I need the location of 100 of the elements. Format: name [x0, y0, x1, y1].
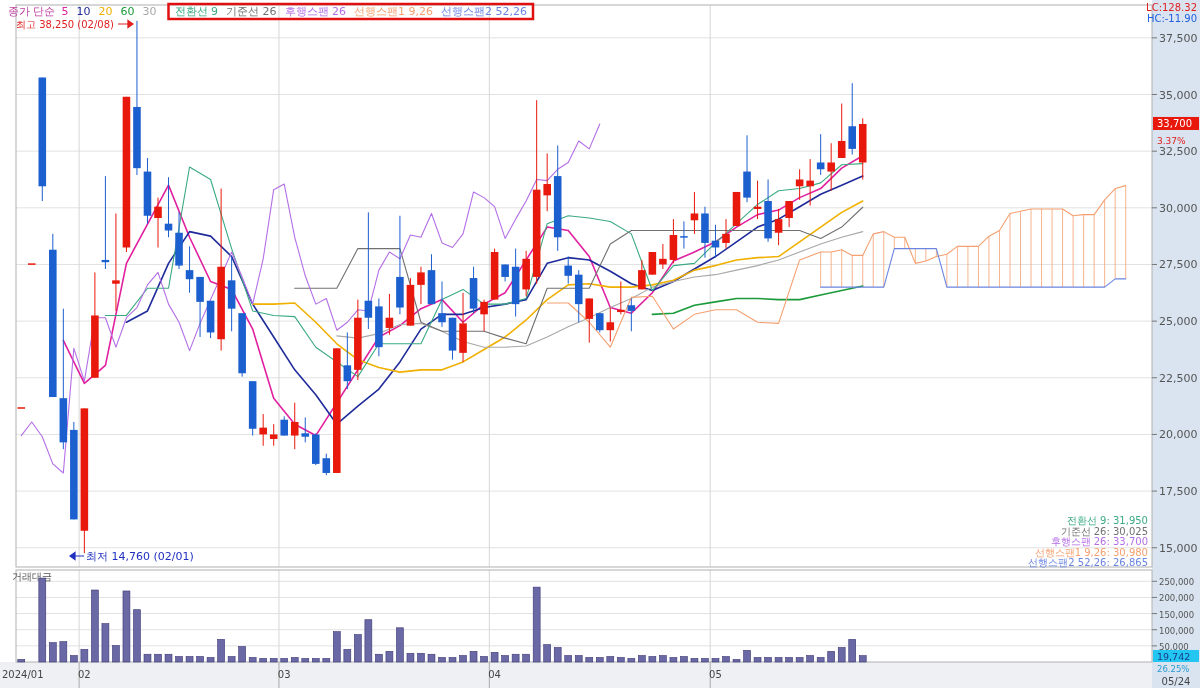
text: 33,700 [1157, 118, 1192, 130]
y-tick-label: 250,000 [1159, 577, 1195, 588]
text: 10 [76, 5, 91, 18]
bar [627, 658, 636, 663]
y-tick-label: 37,500 [1159, 31, 1198, 45]
line-series [651, 285, 864, 316]
bar [164, 653, 173, 663]
text: 30 [142, 5, 157, 18]
bar [301, 658, 310, 663]
bar [501, 655, 509, 663]
x-tick-label: 05 [709, 669, 722, 680]
x-tick-label: 04 [488, 669, 501, 680]
bar [743, 650, 751, 663]
bar [375, 653, 383, 663]
annotation: 전환선 9: 31,950 [1066, 515, 1148, 526]
bar [175, 656, 183, 663]
x-tick-label: 2024/01 [2, 669, 44, 680]
annotation: 최고 38,250 (02/08) [16, 19, 115, 30]
bar [732, 659, 741, 663]
bar [80, 649, 89, 663]
bar [417, 652, 425, 663]
bar [70, 655, 78, 663]
bar [112, 645, 120, 663]
text: 26.25% [1157, 664, 1190, 674]
bar [764, 657, 772, 663]
bar [322, 658, 331, 663]
bar [680, 656, 688, 663]
bar [427, 653, 436, 663]
bar [837, 647, 846, 663]
bar [711, 658, 720, 663]
annotation: 후행스팬 26: 33,700 [1050, 536, 1148, 547]
bar [480, 656, 488, 663]
bar [133, 609, 141, 663]
y-tick-label: 50,000 [1159, 641, 1189, 652]
y-tick-label: 25,000 [1159, 315, 1198, 329]
y-tick-label: 32,500 [1159, 145, 1198, 159]
bar [227, 656, 236, 663]
annotation: 기준선 26: 30,025 [1060, 525, 1148, 537]
bar [459, 655, 467, 663]
bar [343, 649, 352, 663]
bar [333, 631, 341, 663]
bar [364, 619, 373, 663]
bar [785, 657, 793, 663]
text: 선행스팬1 9,26 [354, 5, 433, 18]
annotation: 선행스팬2 52,26: 26,865 [1028, 557, 1148, 568]
bar [522, 653, 530, 663]
bar [543, 644, 551, 663]
bar [806, 655, 814, 663]
bar [269, 658, 278, 663]
bar [17, 659, 26, 663]
bar [511, 653, 520, 663]
bar [574, 655, 583, 663]
y-tick-label: 17,500 [1159, 485, 1198, 499]
bar [638, 655, 646, 663]
legend-title: 종가 단순 [8, 5, 56, 18]
annotation: 선행스팬1 9,26: 30,980 [1034, 546, 1148, 558]
text: 5 [61, 5, 69, 18]
y-tick-label: 150,000 [1159, 609, 1195, 620]
x-tick-label: 02 [78, 669, 91, 680]
bar [606, 656, 615, 663]
y-tick-label: 27,500 [1159, 258, 1198, 272]
bar [49, 642, 57, 663]
bar [564, 655, 572, 663]
bar [448, 657, 457, 663]
line-series [336, 231, 864, 348]
annotation: HC:-11.90 [1146, 13, 1197, 24]
y-tick-label: 20,000 [1159, 428, 1198, 442]
bar [248, 657, 257, 663]
bar [648, 656, 657, 663]
bar [217, 639, 225, 663]
x-tick-label: 03 [277, 669, 291, 680]
bar [59, 641, 68, 663]
bar [827, 651, 835, 663]
y-tick-label: 200,000 [1159, 593, 1195, 604]
y-tick-label: 100,000 [1159, 625, 1195, 636]
bar [122, 590, 131, 663]
text: 3.37% [1157, 136, 1187, 146]
text: 후행스팬 26 [284, 5, 346, 18]
bar [490, 652, 499, 663]
bar [280, 658, 288, 663]
line-series [20, 123, 601, 474]
bar [185, 656, 194, 663]
bar [154, 653, 162, 663]
bar [795, 657, 804, 663]
bar [701, 658, 709, 663]
bar [816, 657, 825, 663]
bar [659, 655, 667, 663]
text: 05/24 [1161, 676, 1191, 687]
bar [858, 655, 867, 663]
bar [290, 657, 299, 663]
text: 60 [120, 5, 135, 18]
bar [596, 657, 604, 663]
bar [143, 653, 152, 663]
bar [585, 657, 594, 663]
line-series [294, 206, 864, 345]
text: 기준선 26 [226, 5, 277, 18]
text: 선행스팬2 52,26 [441, 5, 527, 18]
bar [259, 658, 267, 663]
bar [774, 657, 783, 663]
annotation: LC:128.32 [1146, 2, 1197, 13]
